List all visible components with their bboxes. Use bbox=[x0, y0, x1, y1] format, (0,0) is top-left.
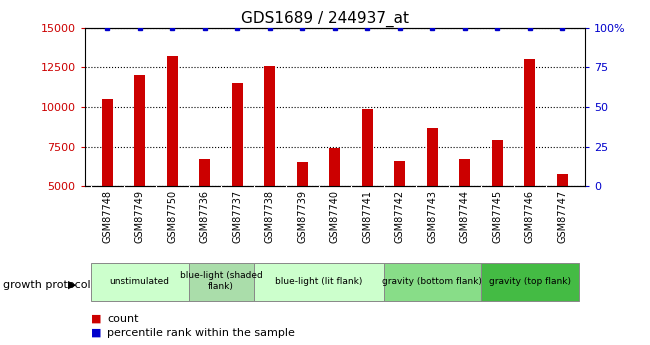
Text: GSM87738: GSM87738 bbox=[265, 190, 275, 243]
Text: GSM87748: GSM87748 bbox=[102, 190, 112, 243]
FancyBboxPatch shape bbox=[188, 263, 254, 302]
Text: GSM87740: GSM87740 bbox=[330, 190, 340, 243]
Bar bbox=[394, 161, 406, 186]
Bar bbox=[556, 174, 568, 186]
FancyBboxPatch shape bbox=[481, 263, 578, 302]
Bar bbox=[101, 99, 113, 186]
Text: GSM87749: GSM87749 bbox=[135, 190, 145, 243]
Text: ▶: ▶ bbox=[68, 280, 77, 289]
Text: GSM87736: GSM87736 bbox=[200, 190, 210, 243]
Bar bbox=[329, 148, 341, 186]
Bar bbox=[426, 128, 438, 186]
Bar bbox=[296, 162, 308, 186]
Bar bbox=[166, 56, 178, 186]
Text: ■: ■ bbox=[91, 328, 101, 338]
Text: GSM87743: GSM87743 bbox=[427, 190, 437, 243]
FancyBboxPatch shape bbox=[254, 263, 384, 302]
FancyBboxPatch shape bbox=[384, 263, 481, 302]
Text: count: count bbox=[107, 314, 138, 324]
Text: growth protocol: growth protocol bbox=[3, 280, 91, 289]
Bar bbox=[264, 66, 276, 186]
Text: blue-light (shaded
flank): blue-light (shaded flank) bbox=[179, 272, 263, 291]
Bar bbox=[491, 140, 503, 186]
Text: GDS1689 / 244937_at: GDS1689 / 244937_at bbox=[241, 10, 409, 27]
Bar bbox=[231, 83, 243, 186]
Text: gravity (top flank): gravity (top flank) bbox=[489, 277, 571, 286]
Bar bbox=[524, 59, 536, 186]
Text: GSM87745: GSM87745 bbox=[492, 190, 502, 243]
Bar bbox=[459, 159, 471, 186]
Bar bbox=[199, 159, 211, 186]
Text: gravity (bottom flank): gravity (bottom flank) bbox=[382, 277, 482, 286]
Text: GSM87746: GSM87746 bbox=[525, 190, 535, 243]
Text: blue-light (lit flank): blue-light (lit flank) bbox=[275, 277, 362, 286]
Text: percentile rank within the sample: percentile rank within the sample bbox=[107, 328, 295, 338]
Text: GSM87742: GSM87742 bbox=[395, 190, 405, 243]
Text: GSM87744: GSM87744 bbox=[460, 190, 470, 243]
Bar bbox=[361, 109, 373, 186]
Bar bbox=[134, 75, 146, 186]
Text: GSM87737: GSM87737 bbox=[232, 190, 242, 243]
Text: ■: ■ bbox=[91, 314, 101, 324]
Text: GSM87750: GSM87750 bbox=[167, 190, 177, 243]
Text: GSM87739: GSM87739 bbox=[297, 190, 307, 243]
Text: unstimulated: unstimulated bbox=[110, 277, 170, 286]
Text: GSM87741: GSM87741 bbox=[362, 190, 372, 243]
Text: GSM87747: GSM87747 bbox=[557, 190, 567, 243]
FancyBboxPatch shape bbox=[91, 263, 188, 302]
